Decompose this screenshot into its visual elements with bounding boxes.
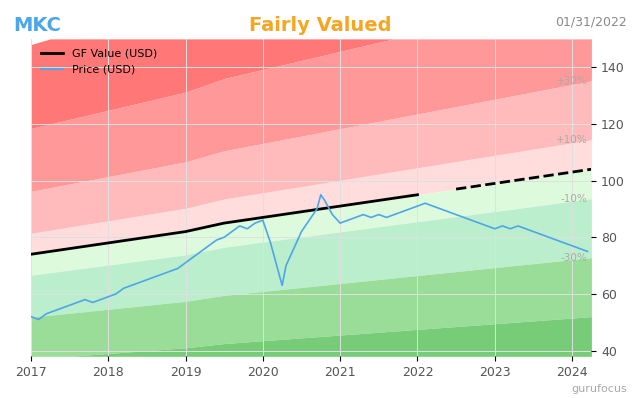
Text: MKC: MKC bbox=[13, 16, 61, 35]
Text: -30%: -30% bbox=[561, 253, 588, 263]
Text: -10%: -10% bbox=[561, 194, 588, 204]
Text: +10%: +10% bbox=[556, 135, 588, 145]
Text: 01/31/2022: 01/31/2022 bbox=[556, 16, 627, 29]
Text: gurufocus: gurufocus bbox=[572, 384, 627, 394]
Text: Fairly Valued: Fairly Valued bbox=[249, 16, 391, 35]
Text: +30%: +30% bbox=[556, 76, 588, 86]
Legend: GF Value (USD), Price (USD): GF Value (USD), Price (USD) bbox=[36, 45, 162, 79]
